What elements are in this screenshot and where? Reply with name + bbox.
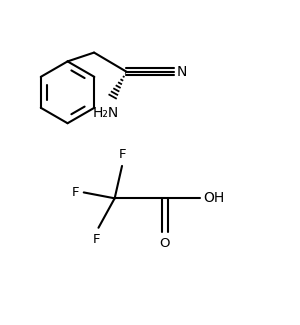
Text: H₂N: H₂N (93, 106, 119, 120)
Text: F: F (118, 148, 126, 161)
Text: OH: OH (204, 191, 225, 205)
Text: F: F (72, 186, 79, 199)
Text: O: O (160, 237, 170, 250)
Text: F: F (93, 233, 101, 246)
Text: N: N (177, 65, 188, 79)
